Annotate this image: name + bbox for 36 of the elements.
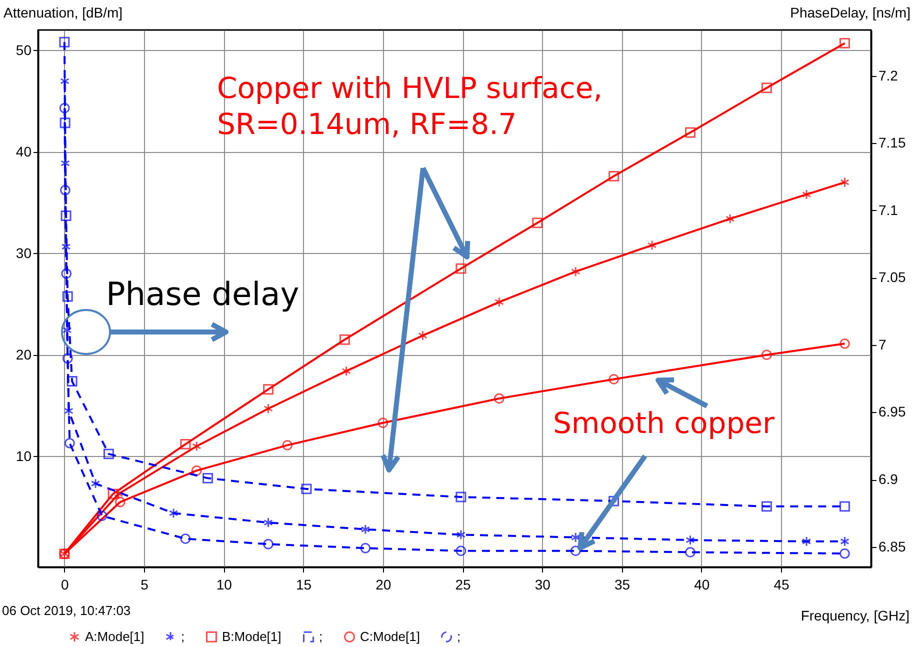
y-tick-label: 50 [16, 42, 32, 58]
x-tick-label: 10 [216, 576, 232, 592]
y-axis-title: Attenuation, [dB/m] [4, 4, 123, 20]
x-tick-label: 15 [296, 576, 312, 592]
y2-tick-label: 7 [878, 336, 886, 352]
y-tick-label: 30 [16, 244, 32, 261]
annotation: Copper with HVLP surface, SR=0.14um, RF=8.7 [217, 70, 602, 142]
x-tick-label: 5 [140, 576, 149, 592]
y2-tick-label: 6.9 [878, 471, 898, 488]
y-tick-label: 20 [16, 346, 32, 362]
y-tick-label: 10 [16, 448, 32, 464]
x-tick-label: 45 [774, 576, 790, 592]
x-tick-label: 0 [61, 576, 70, 592]
x-tick-label: 35 [614, 576, 630, 592]
annotation: Phase delay [106, 274, 300, 314]
y2-tick-label: 7.05 [878, 269, 906, 286]
text: 06 Oct 2019, 10:47:03 [2, 603, 131, 620]
y2-tick-label: 7.1 [878, 202, 898, 218]
y2-tick-label: 7.2 [878, 67, 898, 84]
y-tick-label: 40 [16, 143, 32, 160]
y2-tick-label: 6.95 [878, 404, 906, 420]
y2-tick-label: 7.15 [878, 134, 906, 151]
y2-axis-title: PhaseDelay, [ns/m] [790, 4, 910, 20]
legend-label: A:Mode[1] [85, 628, 144, 644]
legend-label: B:Mode[1] [222, 628, 282, 644]
x-tick-label: 40 [694, 576, 710, 592]
x-axis-title: Frequency, [GHz] [800, 608, 910, 624]
x-tick-label: 30 [534, 576, 551, 592]
legend-label: ; [457, 628, 461, 644]
legend-label: ; [319, 628, 323, 644]
x-tick-label: 25 [455, 576, 472, 592]
y2-tick-label: 6.85 [878, 538, 906, 554]
x-tick-label: 20 [376, 576, 392, 592]
legend-label: ; [181, 628, 185, 644]
annotation: Smooth copper [553, 405, 774, 442]
legend-label: C:Mode[1] [360, 628, 420, 644]
